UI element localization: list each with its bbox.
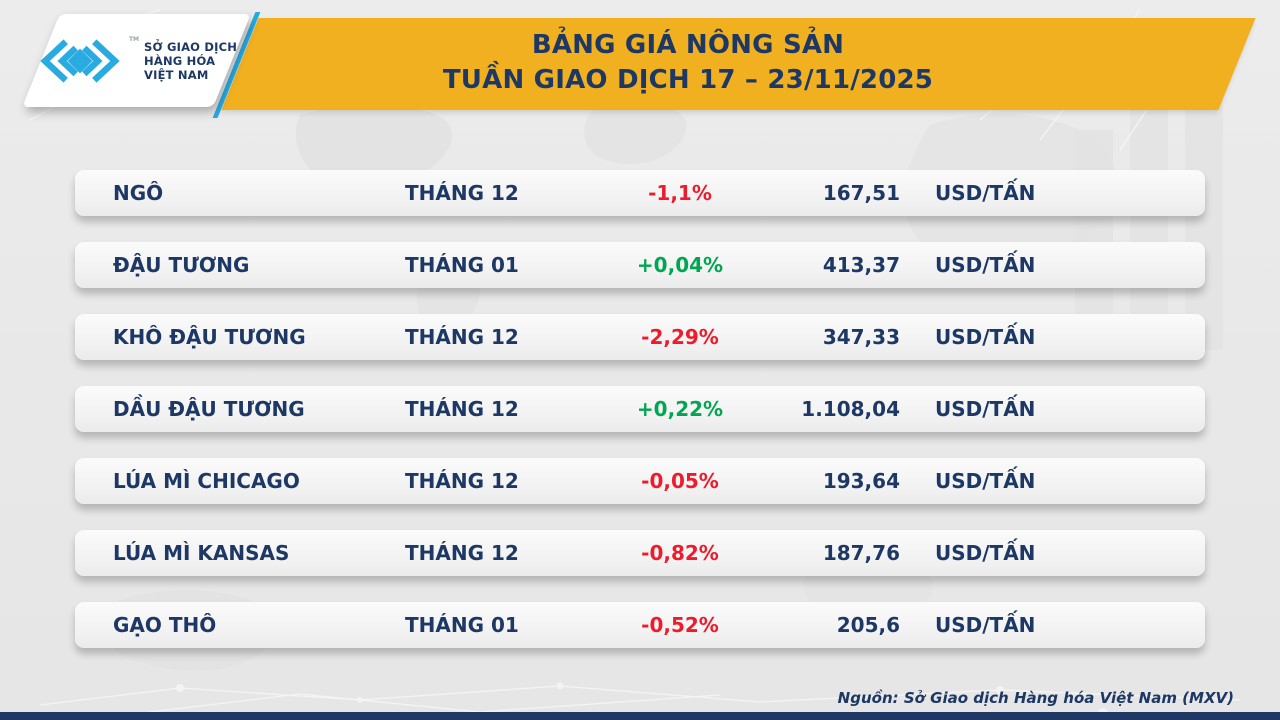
commodity-name: LÚA MÌ KANSAS <box>113 541 290 565</box>
contract-month: THÁNG 12 <box>405 541 519 565</box>
price-value: 167,51 <box>822 181 900 205</box>
price-value: 205,6 <box>836 613 900 637</box>
org-name-line-2: HÀNG HÓA <box>144 53 216 68</box>
mxv-chevron-icon <box>40 38 120 83</box>
contract-month: THÁNG 12 <box>405 181 519 205</box>
price-unit: USD/TẤN <box>935 253 1036 277</box>
price-unit: USD/TẤN <box>935 397 1036 421</box>
commodity-name: LÚA MÌ CHICAGO <box>113 469 300 493</box>
org-name-line-1: SỞ GIAO DỊCH <box>144 39 238 54</box>
change-percent: +0,22% <box>636 397 724 421</box>
price-row: LÚA MÌ CHICAGO THÁNG 12 -0,05% 193,64 US… <box>75 458 1205 504</box>
price-value: 413,37 <box>822 253 900 277</box>
bottom-accent-bar <box>0 712 1280 720</box>
contract-month: THÁNG 01 <box>405 253 519 277</box>
title-line-2: TUẦN GIAO DỊCH 17 – 23/11/2025 <box>442 65 934 95</box>
price-unit: USD/TẤN <box>935 469 1036 493</box>
price-value: 1.108,04 <box>801 397 900 421</box>
mxv-logo-box: TM SỞ GIAO DỊCH HÀNG HÓA VIỆT NAM <box>22 14 251 107</box>
title-line-1: BẢNG GIÁ NÔNG SẢN <box>531 30 845 60</box>
commodity-name: ĐẬU TƯƠNG <box>113 253 250 277</box>
contract-month: THÁNG 12 <box>405 469 519 493</box>
source-note: Nguồn: Sở Giao dịch Hàng hóa Việt Nam (M… <box>837 689 1234 707</box>
price-row: GẠO THÔ THÁNG 01 -0,52% 205,6 USD/TẤN <box>75 602 1205 648</box>
change-percent: -1,1% <box>648 181 712 205</box>
commodity-name: GẠO THÔ <box>113 613 217 637</box>
price-row: ĐẬU TƯƠNG THÁNG 01 +0,04% 413,37 USD/TẤN <box>75 242 1205 288</box>
change-percent: -0,52% <box>641 613 719 637</box>
price-table: NGÔ THÁNG 12 -1,1% 167,51 USD/TẤN ĐẬU TƯ… <box>75 170 1205 674</box>
price-unit: USD/TẤN <box>935 325 1036 349</box>
contract-month: THÁNG 12 <box>405 397 519 421</box>
commodity-name: DẦU ĐẬU TƯƠNG <box>113 397 305 421</box>
commodity-name: NGÔ <box>113 181 164 205</box>
commodity-name: KHÔ ĐẬU TƯƠNG <box>113 325 306 349</box>
price-row: LÚA MÌ KANSAS THÁNG 12 -0,82% 187,76 USD… <box>75 530 1205 576</box>
change-percent: -2,29% <box>641 325 719 349</box>
contract-month: THÁNG 01 <box>405 613 519 637</box>
page-title: BẢNG GIÁ NÔNG SẢN TUẦN GIAO DỊCH 17 – 23… <box>288 28 1088 98</box>
org-name: SỞ GIAO DỊCH HÀNG HÓA VIỆT NAM <box>144 40 237 82</box>
contract-month: THÁNG 12 <box>405 325 519 349</box>
mxv-logo: TM SỞ GIAO DỊCH HÀNG HÓA VIỆT NAM <box>40 14 237 107</box>
price-unit: USD/TẤN <box>935 541 1036 565</box>
price-row: NGÔ THÁNG 12 -1,1% 167,51 USD/TẤN <box>75 170 1205 216</box>
change-percent: -0,05% <box>641 469 719 493</box>
price-value: 347,33 <box>822 325 900 349</box>
price-unit: USD/TẤN <box>935 181 1036 205</box>
price-row: DẦU ĐẬU TƯƠNG THÁNG 12 +0,22% 1.108,04 U… <box>75 386 1205 432</box>
trademark-symbol: TM <box>128 36 140 43</box>
price-row: KHÔ ĐẬU TƯƠNG THÁNG 12 -2,29% 347,33 USD… <box>75 314 1205 360</box>
price-unit: USD/TẤN <box>935 613 1036 637</box>
price-value: 187,76 <box>822 541 900 565</box>
price-value: 193,64 <box>822 469 900 493</box>
change-percent: +0,04% <box>636 253 724 277</box>
change-percent: -0,82% <box>641 541 719 565</box>
org-name-line-3: VIỆT NAM <box>144 67 209 82</box>
